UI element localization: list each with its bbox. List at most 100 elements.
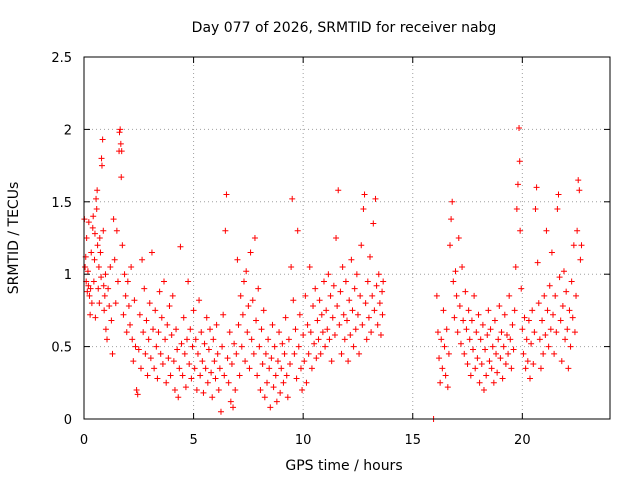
data-point	[128, 263, 135, 270]
data-point	[344, 317, 350, 324]
data-point	[558, 358, 565, 365]
data-point	[342, 278, 349, 285]
data-point	[345, 358, 352, 365]
data-point	[116, 129, 123, 136]
data-point	[328, 358, 335, 365]
data-point	[498, 329, 505, 336]
data-point	[249, 297, 256, 304]
data-point	[520, 350, 527, 357]
data-point	[509, 321, 516, 328]
data-point	[436, 355, 443, 362]
data-point	[231, 340, 238, 347]
y-tick-label: 1	[64, 268, 72, 283]
data-point	[174, 346, 181, 353]
data-point	[175, 394, 182, 401]
data-point	[117, 140, 124, 147]
data-point	[146, 300, 153, 307]
data-point	[559, 303, 566, 310]
data-point	[311, 340, 318, 347]
data-point	[144, 372, 151, 379]
data-point	[456, 303, 463, 310]
data-point	[318, 311, 325, 318]
data-point	[100, 227, 107, 234]
data-point	[514, 181, 521, 188]
data-point	[314, 317, 321, 324]
data-point	[170, 358, 177, 365]
data-point	[198, 329, 205, 336]
data-point	[266, 365, 273, 372]
data-point	[260, 307, 267, 314]
data-point	[380, 278, 387, 285]
data-point	[445, 350, 452, 357]
data-point	[330, 282, 337, 289]
data-point	[444, 384, 451, 391]
data-point	[165, 355, 172, 362]
data-point	[379, 311, 386, 318]
data-point	[169, 292, 176, 299]
data-point	[353, 271, 360, 278]
data-point	[277, 389, 284, 396]
data-point	[147, 355, 154, 362]
data-point	[87, 285, 94, 292]
data-point	[289, 195, 296, 202]
data-point	[575, 177, 582, 184]
data-point	[96, 235, 103, 241]
data-point	[119, 242, 126, 249]
data-point	[379, 288, 386, 295]
data-point	[534, 259, 541, 266]
data-point	[360, 206, 367, 213]
data-point	[271, 343, 278, 350]
data-point	[159, 360, 166, 367]
data-point	[299, 387, 306, 394]
data-point	[522, 365, 529, 372]
data-point	[85, 219, 92, 226]
data-point	[485, 307, 492, 314]
data-point	[313, 355, 320, 362]
data-point	[310, 303, 317, 310]
y-tick-label: 0.5	[51, 341, 72, 356]
data-point	[556, 274, 563, 281]
data-point	[192, 336, 199, 343]
data-point	[181, 350, 188, 357]
data-point	[337, 288, 344, 295]
data-point	[209, 394, 216, 401]
data-point	[553, 329, 560, 336]
data-point	[554, 206, 561, 213]
data-point	[471, 292, 478, 299]
data-point	[274, 358, 281, 365]
data-point	[486, 358, 493, 365]
data-point	[358, 242, 365, 249]
data-point	[455, 235, 462, 241]
data-point	[233, 350, 240, 357]
data-point	[503, 332, 510, 339]
data-point	[557, 317, 564, 324]
data-point	[302, 292, 309, 299]
data-point	[437, 379, 444, 386]
data-point	[370, 220, 377, 227]
data-point	[224, 355, 231, 362]
data-point	[567, 343, 574, 350]
data-point	[536, 336, 543, 343]
data-point	[176, 365, 183, 372]
data-point	[540, 350, 547, 357]
data-point	[482, 346, 489, 353]
data-point	[494, 369, 501, 376]
data-point	[93, 206, 100, 213]
data-point	[82, 263, 89, 270]
data-point	[278, 365, 285, 372]
data-point	[107, 263, 114, 270]
data-point	[227, 398, 234, 405]
data-point	[312, 285, 319, 292]
data-point	[447, 242, 454, 249]
data-point	[489, 343, 496, 350]
x-tick-label: 15	[404, 433, 421, 448]
data-point	[348, 256, 355, 263]
data-point	[320, 278, 327, 285]
data-point	[207, 326, 214, 333]
data-point	[255, 285, 262, 292]
x-tick-label: 10	[295, 433, 312, 448]
data-point	[111, 256, 118, 263]
data-point	[186, 360, 193, 367]
data-point	[97, 249, 104, 256]
data-point	[215, 387, 222, 394]
